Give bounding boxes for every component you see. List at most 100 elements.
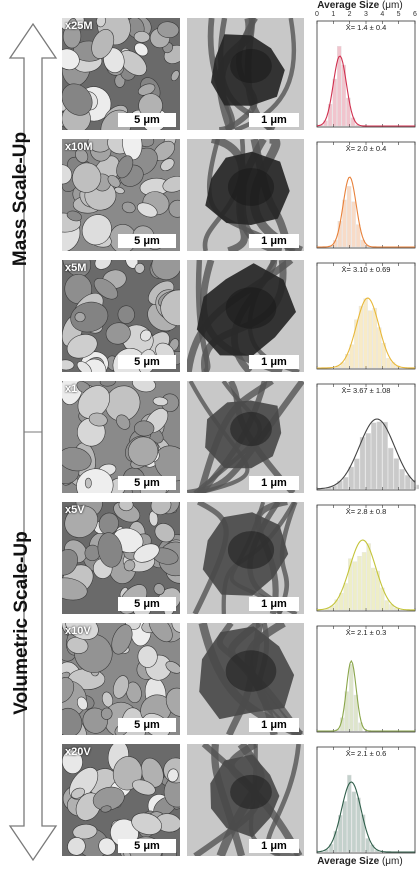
axis-title-text: Average Size	[317, 856, 380, 867]
histogram-bar	[393, 458, 400, 490]
tem-scale-bar-label: 1 μm	[261, 840, 287, 852]
histogram-bar	[356, 224, 361, 248]
scale-up-arrow-shape	[8, 22, 58, 862]
histogram-plot: X̄= 2.8 ± 0.8	[316, 504, 416, 612]
tem-image: 1 μm	[187, 381, 304, 493]
histogram-bar	[367, 310, 373, 369]
panel-row: x1 5 μm 1 μm X̄= 3.67 ± 1.08	[62, 381, 420, 493]
plot-frame	[316, 141, 416, 249]
histogram-bar	[371, 422, 377, 490]
histogram-bar	[384, 600, 390, 611]
sem-scale-bar-label: 5 μm	[134, 719, 160, 731]
sem-image: x10M 5 μm	[62, 139, 180, 251]
top-axis-tick-label: 6	[413, 11, 417, 18]
histogram-bar	[344, 691, 349, 732]
histogram-bar	[348, 558, 353, 611]
plot-frame	[316, 625, 416, 733]
panel-row: x20V 5 μm 1 μm X̄= 2.1 ± 0.6	[62, 744, 420, 856]
histogram-plot: X̄= 2.1 ± 0.3	[316, 625, 416, 733]
tem-scale-bar-label: 1 μm	[261, 235, 287, 247]
sample-label: x10M	[65, 141, 93, 153]
sem-scale-bar-label: 5 μm	[134, 598, 160, 610]
tem-scale-bar: 1 μm	[249, 234, 299, 248]
histogram-plot: X̄= 3.67 ± 1.08	[316, 383, 420, 491]
sem-scale-bar: 5 μm	[118, 355, 176, 369]
sem-scale-bar: 5 μm	[118, 718, 176, 732]
sem-texture	[62, 18, 180, 130]
sem-image: x20V 5 μm	[62, 744, 180, 856]
mean-size-label: X̄= 3.67 ± 1.08	[342, 386, 391, 395]
sample-label: x1	[65, 383, 78, 395]
sem-scale-bar: 5 μm	[118, 597, 176, 611]
plot-frame	[316, 262, 416, 370]
histogram-bar	[376, 421, 383, 490]
histogram-bar	[348, 466, 354, 490]
plot-frame	[316, 20, 416, 128]
sem-texture	[62, 260, 180, 372]
histogram-bar	[359, 437, 366, 490]
plot-frame	[316, 504, 416, 612]
mean-size-label: X̄= 2.1 ± 0.6	[346, 749, 387, 758]
tem-scale-bar: 1 μm	[249, 597, 299, 611]
histogram-bar	[360, 239, 365, 248]
size-histogram: X̄= 2.1 ± 0.3	[307, 623, 419, 735]
histogram-bar	[346, 186, 352, 248]
histogram-bar	[370, 844, 375, 853]
plot-frame	[316, 383, 416, 491]
fit-curve	[316, 539, 416, 611]
tem-texture	[187, 381, 304, 493]
panel-row: x25M 5 μm 1 μm X̄= 1.4 ± 0.4	[62, 18, 420, 130]
mean-size-label: X̄= 1.4 ± 0.4	[346, 23, 387, 32]
sem-scale-bar: 5 μm	[118, 234, 176, 248]
sample-label: x5V	[65, 504, 85, 516]
tem-scale-bar-label: 1 μm	[261, 477, 287, 489]
tem-scale-bar-label: 1 μm	[261, 598, 287, 610]
tem-scale-bar: 1 μm	[249, 355, 299, 369]
sample-label: x10V	[65, 625, 91, 637]
tem-image: 1 μm	[187, 502, 304, 614]
histogram-bar	[351, 791, 357, 853]
histogram-plot: X̄= 1.4 ± 0.4	[316, 20, 416, 128]
histogram-bar	[353, 694, 359, 732]
top-axis-tick-label: 2	[347, 11, 352, 18]
mean-size-label: X̄= 3.10 ± 0.69	[342, 265, 391, 274]
histogram-bar	[366, 543, 371, 611]
histogram-bar	[357, 555, 362, 611]
histogram-bar	[354, 319, 359, 369]
sem-scale-bar: 5 μm	[118, 476, 176, 490]
top-axis-tick-label: 1	[331, 11, 336, 18]
sem-image: x5M 5 μm	[62, 260, 180, 372]
tem-scale-bar: 1 μm	[249, 839, 299, 853]
top-axis-tick-label: 3	[364, 11, 368, 18]
tem-image: 1 μm	[187, 744, 304, 856]
histogram-bar	[365, 433, 371, 490]
histogram-bar	[358, 305, 364, 369]
histogram-bar	[342, 801, 347, 853]
tem-image: 1 μm	[187, 623, 304, 735]
sem-scale-bar-label: 5 μm	[134, 477, 160, 489]
histogram-bar	[399, 469, 405, 490]
histogram-bar	[343, 583, 348, 611]
sample-label: x5M	[65, 262, 87, 274]
top-axis-tick-label: 4	[380, 11, 385, 18]
size-histogram: X̄= 2.8 ± 0.8	[307, 502, 419, 614]
histogram-bar	[352, 561, 358, 611]
sem-texture	[62, 744, 180, 856]
tem-scale-bar-label: 1 μm	[261, 356, 287, 368]
histogram-bar	[337, 46, 342, 127]
tem-image: 1 μm	[187, 18, 304, 130]
tem-scale-bar: 1 μm	[249, 476, 299, 490]
sem-scale-bar: 5 μm	[118, 839, 176, 853]
histogram-plot: X̄= 2.0 ± 0.4	[316, 141, 416, 249]
histogram-bar	[365, 838, 370, 853]
histogram-plot: X̄= 3.10 ± 0.69	[316, 262, 416, 370]
axis-title-unit: (μm)	[381, 0, 403, 11]
fit-curve	[317, 176, 415, 248]
axis-title-unit: (μm)	[381, 856, 403, 867]
sem-scale-bar-label: 5 μm	[134, 356, 160, 368]
histogram-bar	[342, 199, 347, 248]
histogram-bar	[382, 421, 388, 490]
histogram-bar	[333, 831, 338, 853]
histogram-bar	[372, 307, 377, 369]
sem-scale-bar-label: 5 μm	[134, 114, 160, 126]
